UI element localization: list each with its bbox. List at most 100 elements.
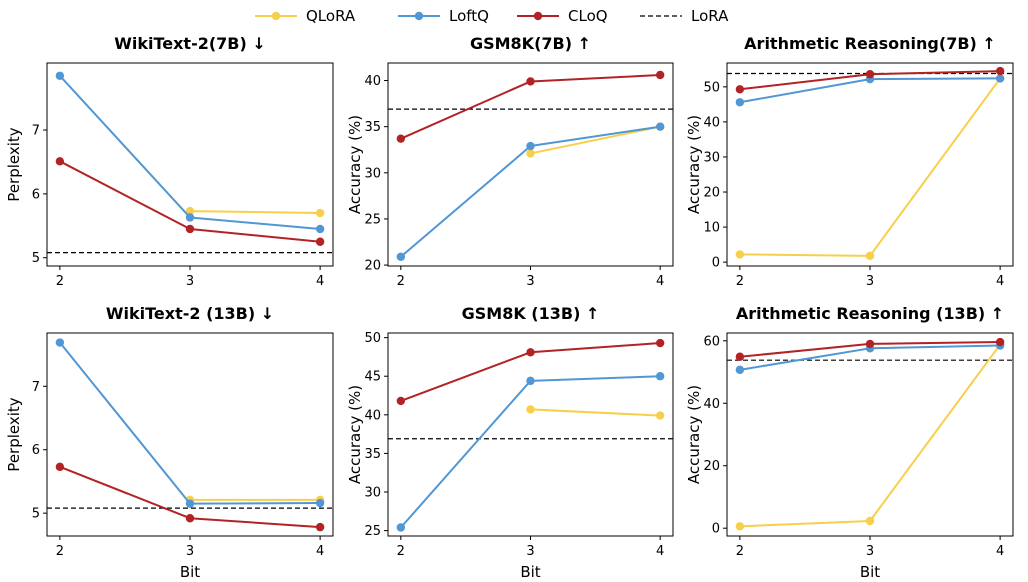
panel-title: WikiText-2(7B) ↓ [114,34,266,53]
x-tick-label: 4 [656,544,664,559]
data-point [995,74,1005,83]
y-axis-label: Accuracy (%) [346,115,364,214]
legend-marker [533,11,543,21]
x-tick-label: 2 [56,274,64,289]
x-tick-label: 3 [866,544,874,559]
x-tick-label: 2 [397,274,405,289]
x-axis-label: Bit [860,563,880,581]
series-line [739,343,1001,528]
y-tick-label: 40 [703,115,720,130]
y-tick-label: 40 [364,74,381,89]
series-qlora [185,206,325,218]
y-tick-label: 50 [364,331,381,346]
series-loftq [396,372,665,532]
y-tick-label: 5 [32,507,40,522]
x-axis-label: Bit [180,563,200,581]
y-axis-label: Accuracy (%) [685,385,703,484]
data-point [655,122,665,131]
x-tick-label: 3 [186,544,194,559]
series-loftq [735,74,1005,107]
data-point [315,208,325,218]
x-tick-label: 2 [736,274,744,289]
data-point [655,70,665,80]
series-cloq [55,462,325,532]
y-tick-label: 7 [32,380,40,395]
series-line [530,125,661,155]
data-point [185,206,195,216]
series-cloq [396,70,665,143]
panel-5: GSM8K (13B) ↑ 2 3 4 25 30 35 40 45 50 Accuracy (%)… [346,304,674,581]
axes-frame [726,62,1014,267]
axes-frame [46,62,334,267]
data-point [735,365,745,375]
data-point [526,77,535,86]
y-axis-label: Perplexity [5,397,23,471]
x-tick-label: 2 [397,544,405,559]
panels: WikiText-2(7B) ↓2 3 4567PerplexityGSM8K(7B… [5,34,1014,581]
y-tick-label: 25 [364,212,381,227]
series-qlora [735,340,1005,531]
panel-title: GSM8K (13B) ↑ [462,304,600,323]
data-point [55,157,65,166]
data-point [185,499,195,508]
x-tick-label: 3 [526,544,534,559]
y-axis-label: Accuracy (%) [685,115,703,214]
data-point [185,224,195,234]
x-tick-label: 4 [316,544,324,559]
y-tick-label: 20 [703,186,720,201]
x-tick-label: 4 [996,274,1004,289]
y-tick-label: 50 [703,80,720,95]
legend-marker [414,11,424,21]
data-point [396,523,406,532]
y-tick-label: 5 [32,251,40,266]
panel-2: GSM8K(7B) ↑ 2 3 4 20 25 30 35 40 Accuracy (%) [346,34,674,289]
y-tick-label: 10 [703,221,720,236]
legend-label: CLoQ [568,7,608,25]
series-line [400,375,661,529]
data-point [735,250,745,259]
data-point [315,522,325,532]
panel-title: GSM8K(7B) ↑ [470,34,591,53]
data-point [526,141,535,151]
series-cloq [55,157,325,246]
series-line [530,408,661,417]
y-axis-label: Perplexity [5,127,23,201]
y-tick-label: 7 [32,124,40,139]
x-tick-label: 2 [736,544,744,559]
legend-label: LoftQ [449,7,489,25]
y-tick-label: 45 [364,370,381,385]
panel-4: WikiText-2 (13B) ↓ 2 3 4 5 6 7 Perplexity Bit [5,304,334,581]
x-tick-label: 2 [56,544,64,559]
series-qlora [526,405,665,420]
y-tick-label: 30 [703,150,720,165]
data-point [735,352,745,361]
data-point [315,237,325,246]
series-cloq [396,338,665,406]
series-line [739,77,1001,257]
series-cloq [735,337,1005,361]
x-tick-label: 3 [526,274,534,289]
legend-item-qlora: QLoRA [255,7,356,25]
x-tick-label: 4 [316,274,324,289]
data-point [655,411,665,420]
series-line [59,75,321,230]
data-point [865,516,875,526]
x-tick-label: 3 [866,274,874,289]
data-point [865,70,875,79]
data-point [995,66,1005,76]
y-tick-label: 40 [703,397,720,412]
legend-item-cloq: CLoQ [517,7,608,25]
data-point [55,338,65,347]
data-point [396,134,406,143]
y-tick-label: 35 [364,120,381,135]
y-tick-label: 35 [364,447,381,462]
panel-3: Arithmetic Reasoning(7B) ↑2 3 401020304050… [685,34,1014,289]
series-loftq [55,338,325,508]
data-point [396,252,406,261]
panel-title: WikiText-2 (13B) ↓ [106,304,274,323]
data-point [396,396,406,406]
series-line [189,210,321,215]
y-tick-label: 25 [364,524,381,539]
legend-label: LoRA [691,7,729,25]
legend: QLoRA LoftQ CLoQ LoRA [255,7,729,25]
